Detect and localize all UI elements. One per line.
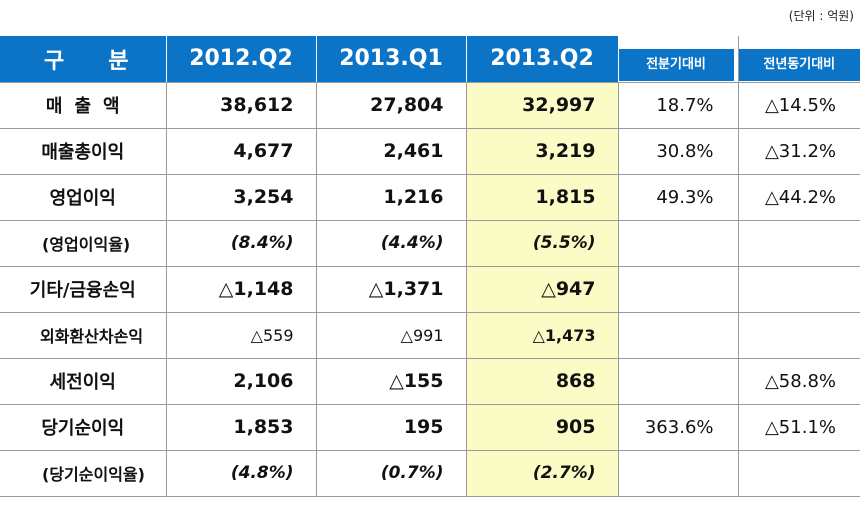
- cell-qoq: 49.3%: [618, 174, 739, 221]
- header-qoq: 전분기대비: [618, 36, 739, 83]
- row-label: 기타/금융손익: [0, 266, 167, 313]
- cell-yoy: △31.2%: [738, 128, 860, 175]
- cell-yoy: [738, 266, 860, 313]
- cell-yoy: △44.2%: [738, 174, 860, 221]
- cell-yoy: [738, 312, 860, 359]
- cell-qoq: [618, 312, 739, 359]
- cell-2012q2: 4,677: [166, 128, 317, 175]
- cell-2013q1: △1,371: [316, 266, 467, 313]
- cell-2012q2: △559: [166, 312, 317, 359]
- row-label: 외화환산차손익: [0, 312, 167, 359]
- cell-yoy: [738, 220, 860, 267]
- cell-2013q1: (4.4%): [316, 220, 467, 267]
- row-label: (영업이익율): [0, 220, 167, 267]
- row-label: 영업이익: [0, 174, 167, 221]
- cell-2013q2: 905: [466, 404, 619, 451]
- cell-qoq: [618, 220, 739, 267]
- cell-2013q1: △155: [316, 358, 467, 405]
- cell-qoq: 30.8%: [618, 128, 739, 175]
- table-row: 영업이익 3,254 1,216 1,815 49.3% △44.2%: [0, 174, 860, 221]
- cell-qoq: 363.6%: [618, 404, 739, 451]
- row-label: 매출총이익: [0, 128, 167, 175]
- cell-2012q2: △1,148: [166, 266, 317, 313]
- table-row: (당기순이익율) (4.8%) (0.7%) (2.7%): [0, 450, 860, 497]
- header-period-2012q2: 2012.Q2: [166, 36, 317, 83]
- table-row: 기타/금융손익 △1,148 △1,371 △947: [0, 266, 860, 313]
- cell-qoq: [618, 450, 739, 497]
- cell-2013q1: 195: [316, 404, 467, 451]
- table-row: (영업이익율) (8.4%) (4.4%) (5.5%): [0, 220, 860, 267]
- header-period-2013q1: 2013.Q1: [316, 36, 467, 83]
- row-label: 세전이익: [0, 358, 167, 405]
- cell-qoq: [618, 266, 739, 313]
- cell-qoq: [618, 358, 739, 405]
- header-period-2013q2: 2013.Q2: [466, 36, 619, 83]
- cell-qoq: 18.7%: [618, 82, 739, 129]
- cell-2012q2: 2,106: [166, 358, 317, 405]
- unit-note: (단위 : 억원): [788, 9, 854, 23]
- cell-yoy: △14.5%: [738, 82, 860, 129]
- cell-2012q2: 3,254: [166, 174, 317, 221]
- row-label: 당기순이익: [0, 404, 167, 451]
- table-row: 매출액 38,612 27,804 32,997 18.7% △14.5%: [0, 82, 860, 129]
- table-row: 외화환산차손익 △559 △991 △1,473: [0, 312, 860, 359]
- cell-2013q1: 2,461: [316, 128, 467, 175]
- row-label: (당기순이익율): [0, 450, 167, 497]
- table-row: 매출총이익 4,677 2,461 3,219 30.8% △31.2%: [0, 128, 860, 175]
- cell-2013q2: △947: [466, 266, 619, 313]
- cell-2013q1: (0.7%): [316, 450, 467, 497]
- cell-2013q2: (5.5%): [466, 220, 619, 267]
- income-statement-table: 구분 2012.Q2 2013.Q1 2013.Q2 전분기대비 전년동기대비 …: [0, 36, 860, 497]
- cell-2013q2: 32,997: [466, 82, 619, 129]
- cell-2013q2: (2.7%): [466, 450, 619, 497]
- cell-2013q2: △1,473: [466, 312, 619, 359]
- header-row: 구분 2012.Q2 2013.Q1 2013.Q2 전분기대비 전년동기대비: [0, 36, 860, 83]
- cell-2013q2: 3,219: [466, 128, 619, 175]
- cell-yoy: △51.1%: [738, 404, 860, 451]
- cell-2013q2: 868: [466, 358, 619, 405]
- table-row: 당기순이익 1,853 195 905 363.6% △51.1%: [0, 404, 860, 451]
- cell-2013q2: 1,815: [466, 174, 619, 221]
- cell-yoy: △58.8%: [738, 358, 860, 405]
- table-row: 세전이익 2,106 △155 868 △58.8%: [0, 358, 860, 405]
- cell-2012q2: 38,612: [166, 82, 317, 129]
- header-category: 구분: [0, 36, 167, 83]
- cell-2013q1: 27,804: [316, 82, 467, 129]
- header-yoy-label: 전년동기대비: [738, 48, 860, 81]
- cell-2013q1: 1,216: [316, 174, 467, 221]
- cell-2012q2: 1,853: [166, 404, 317, 451]
- cell-yoy: [738, 450, 860, 497]
- cell-2012q2: (8.4%): [166, 220, 317, 267]
- row-label: 매출액: [0, 82, 167, 129]
- cell-2012q2: (4.8%): [166, 450, 317, 497]
- header-qoq-label: 전분기대비: [618, 48, 734, 81]
- cell-2013q1: △991: [316, 312, 467, 359]
- header-yoy: 전년동기대비: [738, 36, 860, 83]
